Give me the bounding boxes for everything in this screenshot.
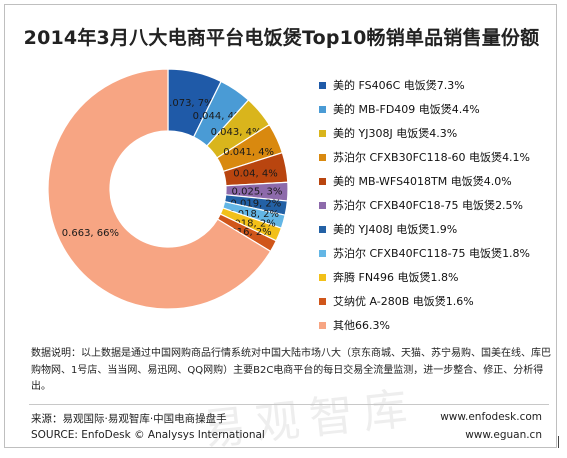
legend-item: 美的 MB-FD409 电饭煲 4.4% [319,97,555,121]
data-label: 0.041, 4% [223,147,274,158]
legend-item: 苏泊尔 CFXB40FC118-75 电饭煲 1.8% [319,241,555,265]
enfodesk-url: www.enfodesk.com [440,411,542,423]
legend-label: 艾纳优 A-280B 电饭煲 [333,295,446,308]
data-label: 0.044, 4% [193,111,244,122]
legend-swatch [319,321,326,329]
legend-percent: 1.6% [445,294,474,308]
legend-swatch [319,153,326,161]
legend-swatch [319,297,326,305]
legend-percent: 4.0% [483,174,512,188]
edge-mark [558,436,559,448]
legend-swatch [319,249,326,257]
legend-label: 苏泊尔 CFXB30FC118-60 电饭煲 [333,151,503,164]
data-label: 0.025, 3% [232,186,283,197]
donut-slice [47,68,272,310]
chart-frame: 2014年3月八大电商平台电饭煲Top10畅销单品销售量份额 0.073, 7%… [4,4,557,456]
legend-percent: 4.4% [451,102,480,116]
legend-swatch [319,273,326,281]
data-label: 0.016, 2% [221,227,272,238]
legend-label: 奔腾 FN496 电饭煲 [333,271,431,284]
legend-item: 艾纳优 A-280B 电饭煲 1.6% [319,289,555,313]
legend-item: 美的 YJ308J 电饭煲 4.3% [319,121,555,145]
legend-percent: 2.5% [495,198,524,212]
legend-swatch [319,81,326,89]
source-english: SOURCE: EnfoDesk © Analysys Internationa… [31,429,265,441]
legend-label: 美的 MB-FD409 电饭煲 [333,103,452,116]
legend-item: 苏泊尔 CFXB40FC18-75 电饭煲 2.5% [319,193,555,217]
chart-title: 2014年3月八大电商平台电饭煲Top10畅销单品销售量份额 [23,27,540,49]
legend-label: 美的 YJ408J 电饭煲 [333,223,430,236]
legend-label: 美的 FS406C 电饭煲 [333,79,437,92]
legend-percent: 1.8% [502,246,531,260]
legend-swatch [319,129,326,137]
data-note: 数据说明：以上数据是通过中国网购商品行情系统对中国大陆市场八大（京东商城、天猫、… [31,348,551,392]
legend-label: 美的 YJ308J 电饭煲 [333,127,430,140]
data-label: 0.018, 2% [225,218,276,229]
legend-label: 苏泊尔 CFXB40FC18-75 电饭煲 [333,199,496,212]
chart-legend: 美的 FS406C 电饭煲 7.3% 美的 MB-FD409 电饭煲 4.4% 美的… [319,73,555,337]
data-label: 0.663, 66% [62,228,119,239]
data-label: 0.019, 2% [230,199,281,210]
legend-percent: 66.3% [355,318,390,332]
legend-swatch [319,105,326,113]
legend-percent: 7.3% [436,78,465,92]
legend-item: 其他 66.3% [319,313,555,337]
legend-percent: 1.9% [429,222,458,236]
donut-chart: 0.073, 7% 0.044, 4% 0.043, 4% 0.041, 4% 0.04… [47,68,289,310]
legend-item: 苏泊尔 CFXB30FC118-60 电饭煲 4.1% [319,145,555,169]
eguan-url: www.eguan.cn [465,429,542,441]
legend-percent: 1.8% [430,270,459,284]
data-label: 0.04, 4% [233,168,278,179]
legend-percent: 4.3% [429,126,458,140]
data-label: 0.018, 2% [228,209,279,220]
source-chinese: 来源：易观国际·易观智库·中国电商操盘手 [31,413,227,425]
legend-item: 奔腾 FN496 电饭煲 1.8% [319,265,555,289]
legend-label: 美的 MB-WFS4018TM 电饭煲 [333,175,484,188]
legend-percent: 4.1% [502,150,531,164]
legend-item: 美的 MB-WFS4018TM 电饭煲 4.0% [319,169,555,193]
legend-item: 美的 YJ408J 电饭煲 1.9% [319,217,555,241]
legend-swatch [319,201,326,209]
legend-swatch [319,225,326,233]
legend-swatch [319,177,326,185]
data-label: 0.073, 7% [163,98,214,109]
legend-label: 其他 [333,319,355,332]
data-label: 0.043, 4% [211,127,262,138]
footer-divider [29,404,549,405]
legend-label: 苏泊尔 CFXB40FC118-75 电饭煲 [333,247,503,260]
legend-item: 美的 FS406C 电饭煲 7.3% [319,73,555,97]
